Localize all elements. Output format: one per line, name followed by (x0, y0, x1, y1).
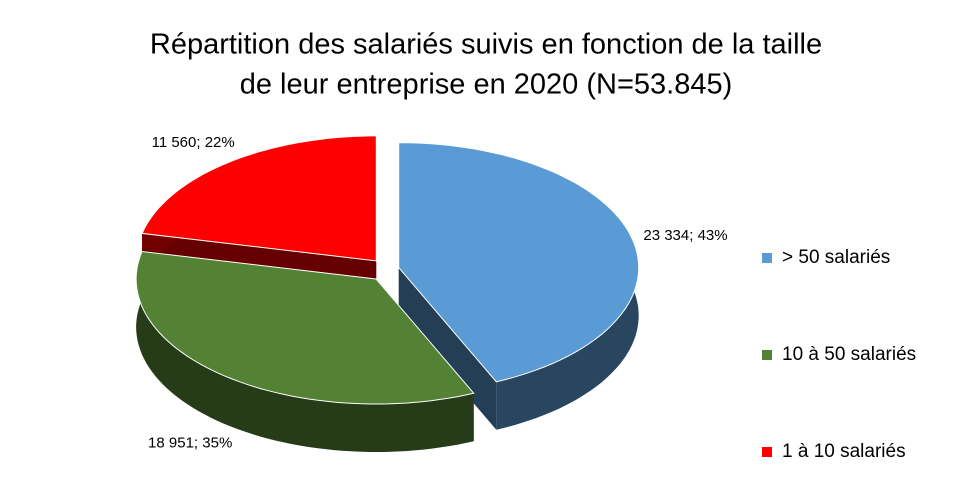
legend-label: > 50 salariés (782, 247, 890, 268)
chart-title: Répartition des salariés suivis en fonct… (150, 29, 822, 61)
pie-slice (398, 142, 640, 383)
slice-side (136, 251, 474, 452)
value-label: 11 560; 22% (152, 134, 235, 151)
legend-swatch (762, 253, 772, 263)
pie-slice (141, 135, 377, 262)
legend-label: 10 à 50 salariés (782, 344, 916, 365)
slice-wall (398, 267, 497, 430)
chart-title: de leur entreprise en 2020 (N=53.845) (240, 69, 733, 101)
value-label: 23 334; 43% (643, 227, 727, 244)
pie-slice (135, 250, 475, 405)
legend-swatch (762, 350, 772, 360)
value-label: 18 951; 35% (148, 435, 232, 452)
legend-label: 1 à 10 salariés (782, 441, 906, 462)
legend-swatch (762, 447, 772, 457)
